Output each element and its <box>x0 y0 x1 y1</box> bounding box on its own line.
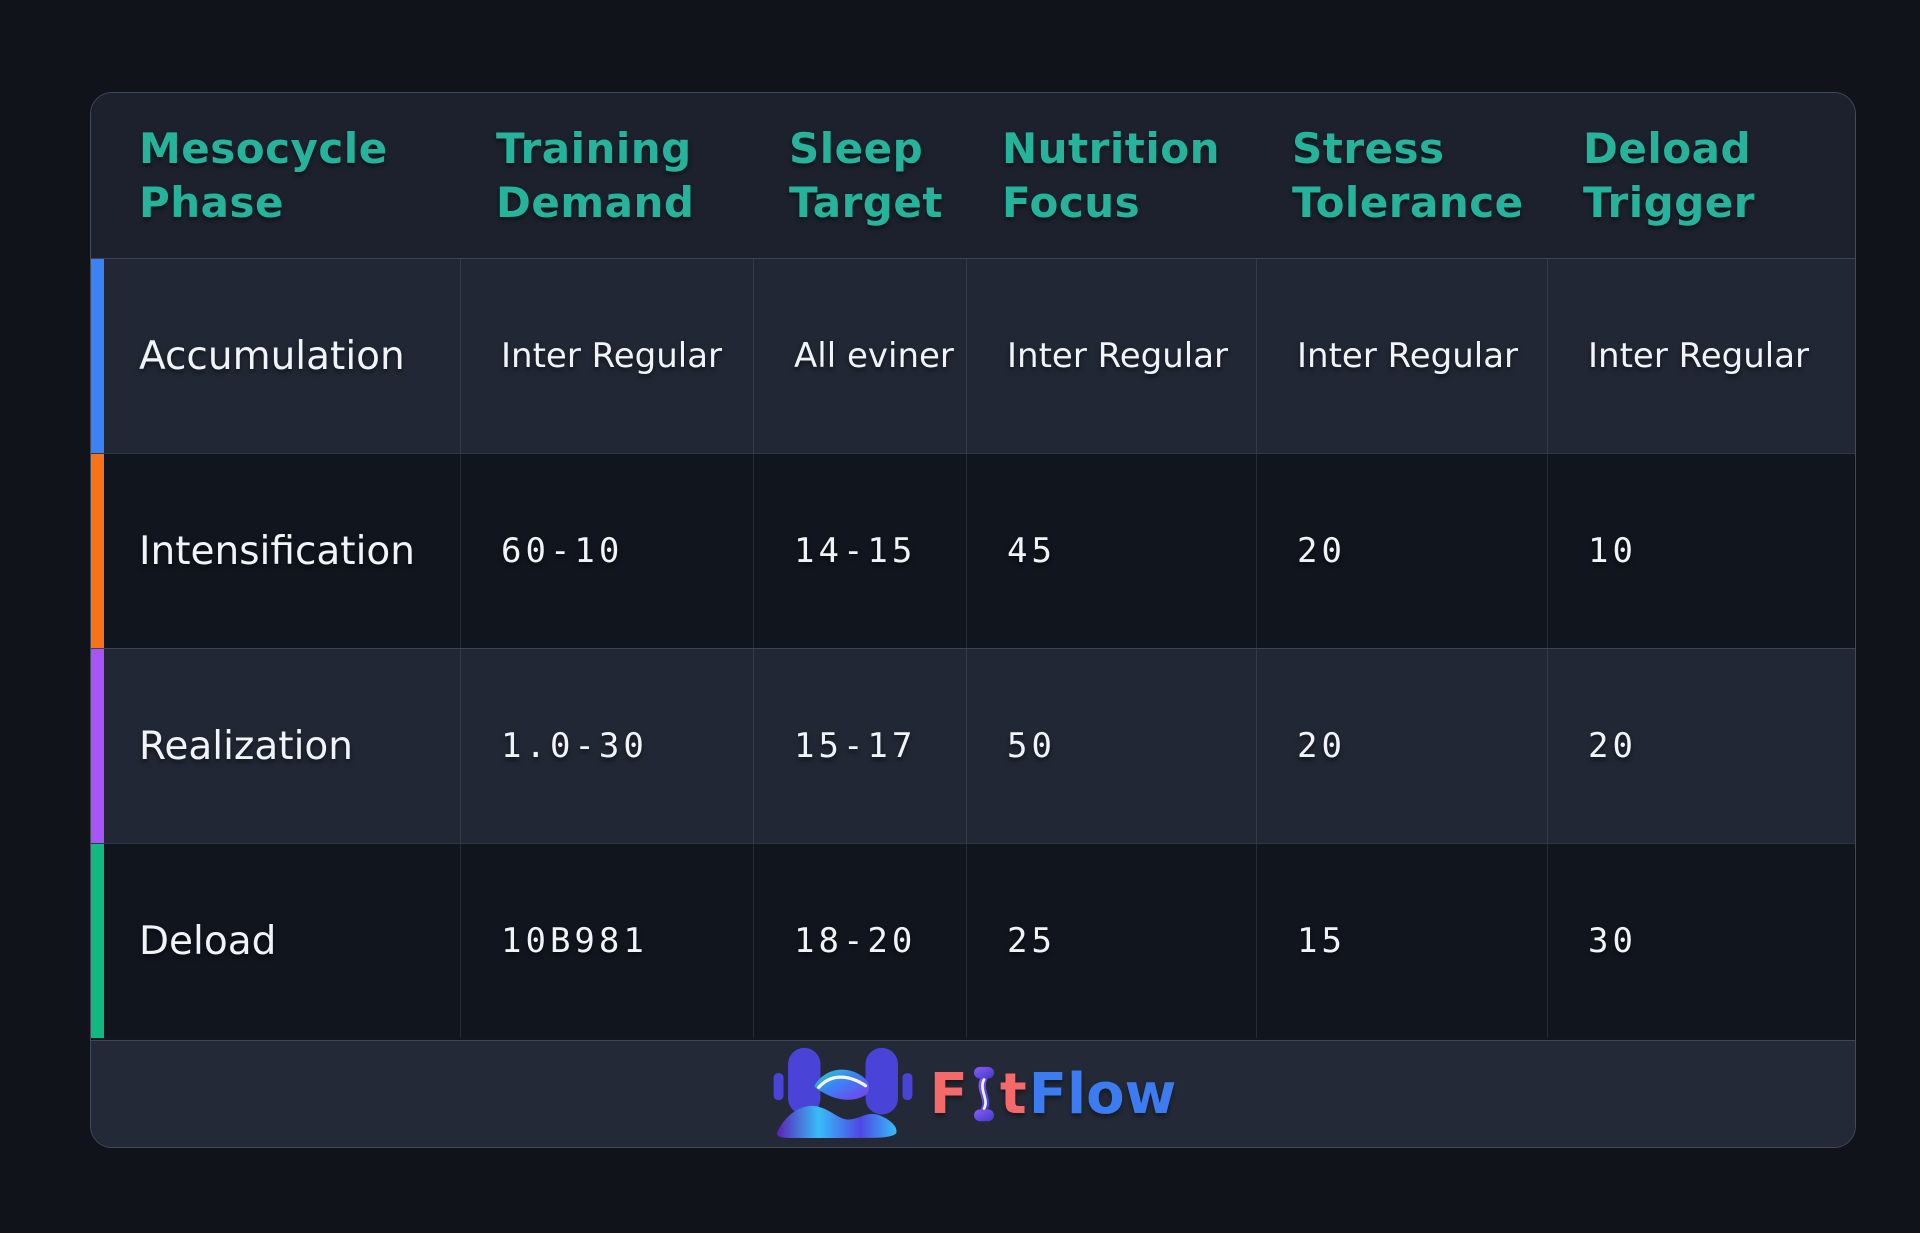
cell-value: 1.0-30 <box>501 726 648 766</box>
table-row: Accumulation Inter Regular All eviner In… <box>91 258 1855 453</box>
table-footer: F t Flow <box>91 1040 1855 1147</box>
stress-tolerance-cell: Inter Regular <box>1256 259 1547 453</box>
dumbbell-wave-logo-icon <box>770 1042 916 1146</box>
column-header-training-demand: Training Demand <box>496 123 695 227</box>
deload-trigger-cell: 30 <box>1547 844 1855 1038</box>
cell-value: 45 <box>1007 531 1056 571</box>
training-demand-cell: 1.0-30 <box>460 649 753 843</box>
table-row: Realization 1.0-30 15-17 50 20 20 <box>91 648 1855 843</box>
sleep-target-cell: All eviner <box>753 259 966 453</box>
mesocycle-table-card: Mesocycle Phase Training Demand Sleep Ta… <box>90 92 1856 1148</box>
phase-label: Deload <box>139 918 277 964</box>
table-body: Accumulation Inter Regular All eviner In… <box>91 258 1855 1040</box>
sleep-target-cell: 14-15 <box>753 454 966 648</box>
phase-cell: Accumulation <box>91 259 460 453</box>
brand-letter-f: F <box>929 1061 968 1127</box>
table-row: Intensification 60-10 14-15 45 20 10 <box>91 453 1855 648</box>
nutrition-focus-cell: 25 <box>966 844 1256 1038</box>
cell-value: Inter Regular <box>1297 336 1519 376</box>
row-accent-bar <box>91 259 104 453</box>
column-header-sleep-target: Sleep Target <box>789 123 943 227</box>
cell-value: 60-10 <box>501 531 624 571</box>
cell-value: 20 <box>1297 726 1346 766</box>
cell-value: Inter Regular <box>1007 336 1229 376</box>
cell-value: 25 <box>1007 921 1056 961</box>
column-header-stress-tolerance: Stress Tolerance <box>1292 123 1524 227</box>
nutrition-focus-cell: Inter Regular <box>966 259 1256 453</box>
table-row: Deload 10B981 18-20 25 15 30 <box>91 843 1855 1038</box>
stress-tolerance-cell: 20 <box>1256 649 1547 843</box>
stress-tolerance-cell: 15 <box>1256 844 1547 1038</box>
training-demand-cell: 10B981 <box>460 844 753 1038</box>
brand-word-flow: Flow <box>1028 1061 1177 1127</box>
stress-tolerance-cell: 20 <box>1256 454 1547 648</box>
cell-value: 15-17 <box>794 726 917 766</box>
cell-value: 50 <box>1007 726 1056 766</box>
cell-value: Inter Regular <box>1588 336 1810 376</box>
cell-value: 18-20 <box>794 921 917 961</box>
cell-value: 20 <box>1588 726 1637 766</box>
cell-value: 20 <box>1297 531 1346 571</box>
column-header-mesocycle-phase: Mesocycle Phase <box>139 123 388 227</box>
sleep-target-cell: 15-17 <box>753 649 966 843</box>
sleep-target-cell: 18-20 <box>753 844 966 1038</box>
phase-cell: Deload <box>91 844 460 1038</box>
cell-value: All eviner <box>794 336 954 376</box>
deload-trigger-cell: 20 <box>1547 649 1855 843</box>
table-header-row: Mesocycle Phase Training Demand Sleep Ta… <box>91 93 1855 258</box>
cell-value: 10 <box>1588 531 1637 571</box>
dumbbell-i-icon <box>971 1065 997 1127</box>
training-demand-cell: Inter Regular <box>460 259 753 453</box>
cell-value: 15 <box>1297 921 1346 961</box>
phase-label: Intensification <box>139 528 415 574</box>
phase-label: Accumulation <box>139 333 405 379</box>
brand-letter-t: t <box>999 1061 1027 1127</box>
training-demand-cell: 60-10 <box>460 454 753 648</box>
row-accent-bar <box>91 649 104 843</box>
nutrition-focus-cell: 45 <box>966 454 1256 648</box>
cell-value: Inter Regular <box>501 336 723 376</box>
nutrition-focus-cell: 50 <box>966 649 1256 843</box>
phase-cell: Intensification <box>91 454 460 648</box>
column-header-deload-trigger: Deload Trigger <box>1583 123 1755 227</box>
deload-trigger-cell: 10 <box>1547 454 1855 648</box>
column-header-nutrition-focus: Nutrition Focus <box>1002 123 1220 227</box>
cell-value: 30 <box>1588 921 1637 961</box>
cell-value: 14-15 <box>794 531 917 571</box>
deload-trigger-cell: Inter Regular <box>1547 259 1855 453</box>
brand-wordmark: F t Flow <box>930 1062 1177 1127</box>
cell-value: 10B981 <box>501 921 648 961</box>
phase-cell: Realization <box>91 649 460 843</box>
row-accent-bar <box>91 844 104 1038</box>
row-accent-bar <box>91 454 104 648</box>
phase-label: Realization <box>139 723 353 769</box>
